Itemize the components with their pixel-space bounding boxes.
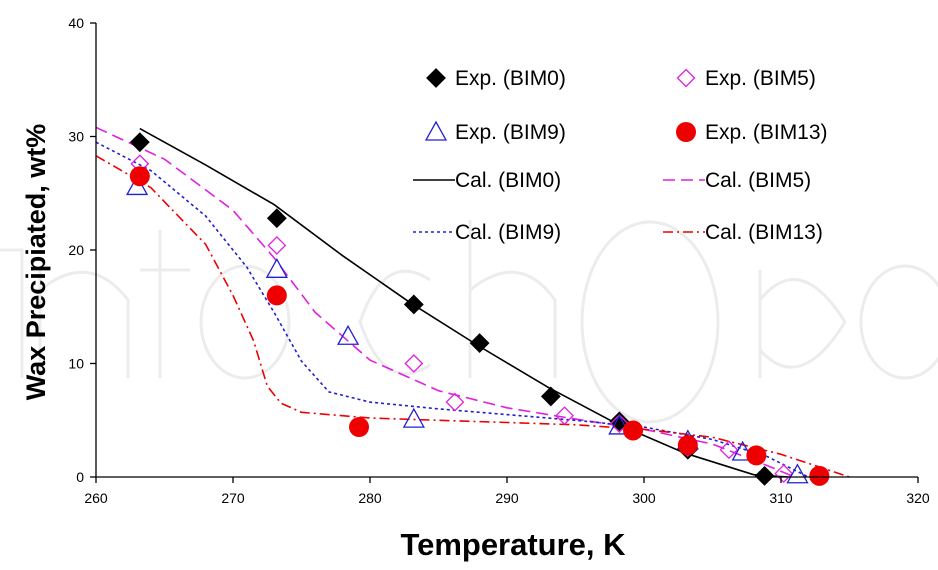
legend-marker xyxy=(426,68,446,88)
legend-entry-exp-bim5: Exp. (BIM5) xyxy=(676,67,816,90)
data-point-exp-bim5 xyxy=(719,440,739,460)
data-point-exp-bim13 xyxy=(349,417,370,438)
legend-label: Cal. (BIM0) xyxy=(455,169,561,192)
data-point-exp-bim13 xyxy=(623,420,644,441)
x-tick-label: 300 xyxy=(632,490,656,506)
data-point-exp-bim13 xyxy=(809,465,830,486)
data-point-exp-bim9 xyxy=(265,257,288,278)
y-tick-label: 0 xyxy=(76,469,84,485)
y-tick-label: 30 xyxy=(68,129,84,145)
legend-entry-cal-bim5: Cal. (BIM5) xyxy=(663,169,811,192)
data-point-exp-bim13 xyxy=(677,435,698,456)
x-tick-label: 310 xyxy=(769,490,793,506)
data-point-exp-bim0 xyxy=(403,294,424,315)
legend-label: Cal. (BIM13) xyxy=(705,221,823,244)
data-point-exp-bim5 xyxy=(404,354,424,373)
data-point-exp-bim9 xyxy=(336,324,360,345)
x-tick-label: 270 xyxy=(221,490,245,506)
data-point-exp-bim0 xyxy=(469,333,490,353)
x-tick-label: 280 xyxy=(358,490,382,506)
plot-area xyxy=(95,126,850,486)
legend-entry-exp-bim13: Exp. (BIM13) xyxy=(676,121,828,144)
data-point-exp-bim0 xyxy=(266,208,287,229)
watermark xyxy=(0,220,938,424)
data-point-exp-bim0 xyxy=(540,386,561,407)
legend-entry-exp-bim9: Exp. (BIM9) xyxy=(424,120,566,144)
legend-label: Exp. (BIM0) xyxy=(455,67,566,90)
data-point-exp-bim9 xyxy=(786,463,809,484)
data-point-exp-bim0 xyxy=(754,465,775,486)
axes: 0 10 20 30 40 260 270 280 290 300 310 320 xyxy=(68,15,929,506)
legend: Exp. (BIM0) Exp. (BIM5) Exp. (BIM9) Exp. (B… xyxy=(413,67,828,244)
data-point-exp-bim9 xyxy=(402,407,425,428)
legend-entry-cal-bim13: Cal. (BIM13) xyxy=(663,221,823,244)
series-exp-bim0 xyxy=(129,132,775,486)
x-tick-label: 260 xyxy=(84,490,108,506)
legend-label: Exp. (BIM5) xyxy=(705,67,816,90)
series-line-cal-bim13 xyxy=(95,155,850,478)
y-axis-title: Wax Precipiated, wt% xyxy=(21,124,51,401)
data-point-exp-bim0 xyxy=(129,132,150,153)
legend-label: Exp. (BIM13) xyxy=(705,121,828,144)
legend-entry-cal-bim0: Cal. (BIM0) xyxy=(413,169,561,192)
x-tick-label: 320 xyxy=(906,490,930,506)
y-tick-label: 20 xyxy=(68,242,84,258)
data-point-exp-bim5 xyxy=(267,236,287,255)
series-exp-bim13 xyxy=(129,166,830,486)
data-point-exp-bim13 xyxy=(746,445,767,466)
data-point-exp-bim5 xyxy=(774,464,794,484)
legend-label: Cal. (BIM9) xyxy=(455,221,561,244)
y-tick-label: 40 xyxy=(68,15,84,31)
data-point-exp-bim0 xyxy=(609,411,630,432)
series-line-cal-bim5 xyxy=(95,126,796,478)
data-point-exp-bim13 xyxy=(266,285,287,306)
x-axis-title: Temperature, K xyxy=(400,527,626,562)
legend-marker xyxy=(676,122,696,142)
legend-label: Exp. (BIM9) xyxy=(455,121,566,144)
y-tick-label: 10 xyxy=(68,356,84,372)
legend-label: Cal. (BIM5) xyxy=(705,169,811,192)
series-line-cal-bim9 xyxy=(95,141,809,478)
x-tick-label: 290 xyxy=(495,490,519,506)
data-point-exp-bim5 xyxy=(555,406,574,426)
data-point-exp-bim9 xyxy=(608,414,631,435)
data-point-exp-bim13 xyxy=(129,166,150,187)
legend-entry-cal-bim9: Cal. (BIM9) xyxy=(413,221,561,244)
data-point-exp-bim5 xyxy=(609,414,629,434)
data-point-exp-bim5 xyxy=(445,392,465,412)
legend-marker xyxy=(424,120,448,141)
legend-marker xyxy=(676,68,696,88)
series-exp-bim5 xyxy=(130,154,794,484)
legend-entry-exp-bim0: Exp. (BIM0) xyxy=(426,67,566,90)
